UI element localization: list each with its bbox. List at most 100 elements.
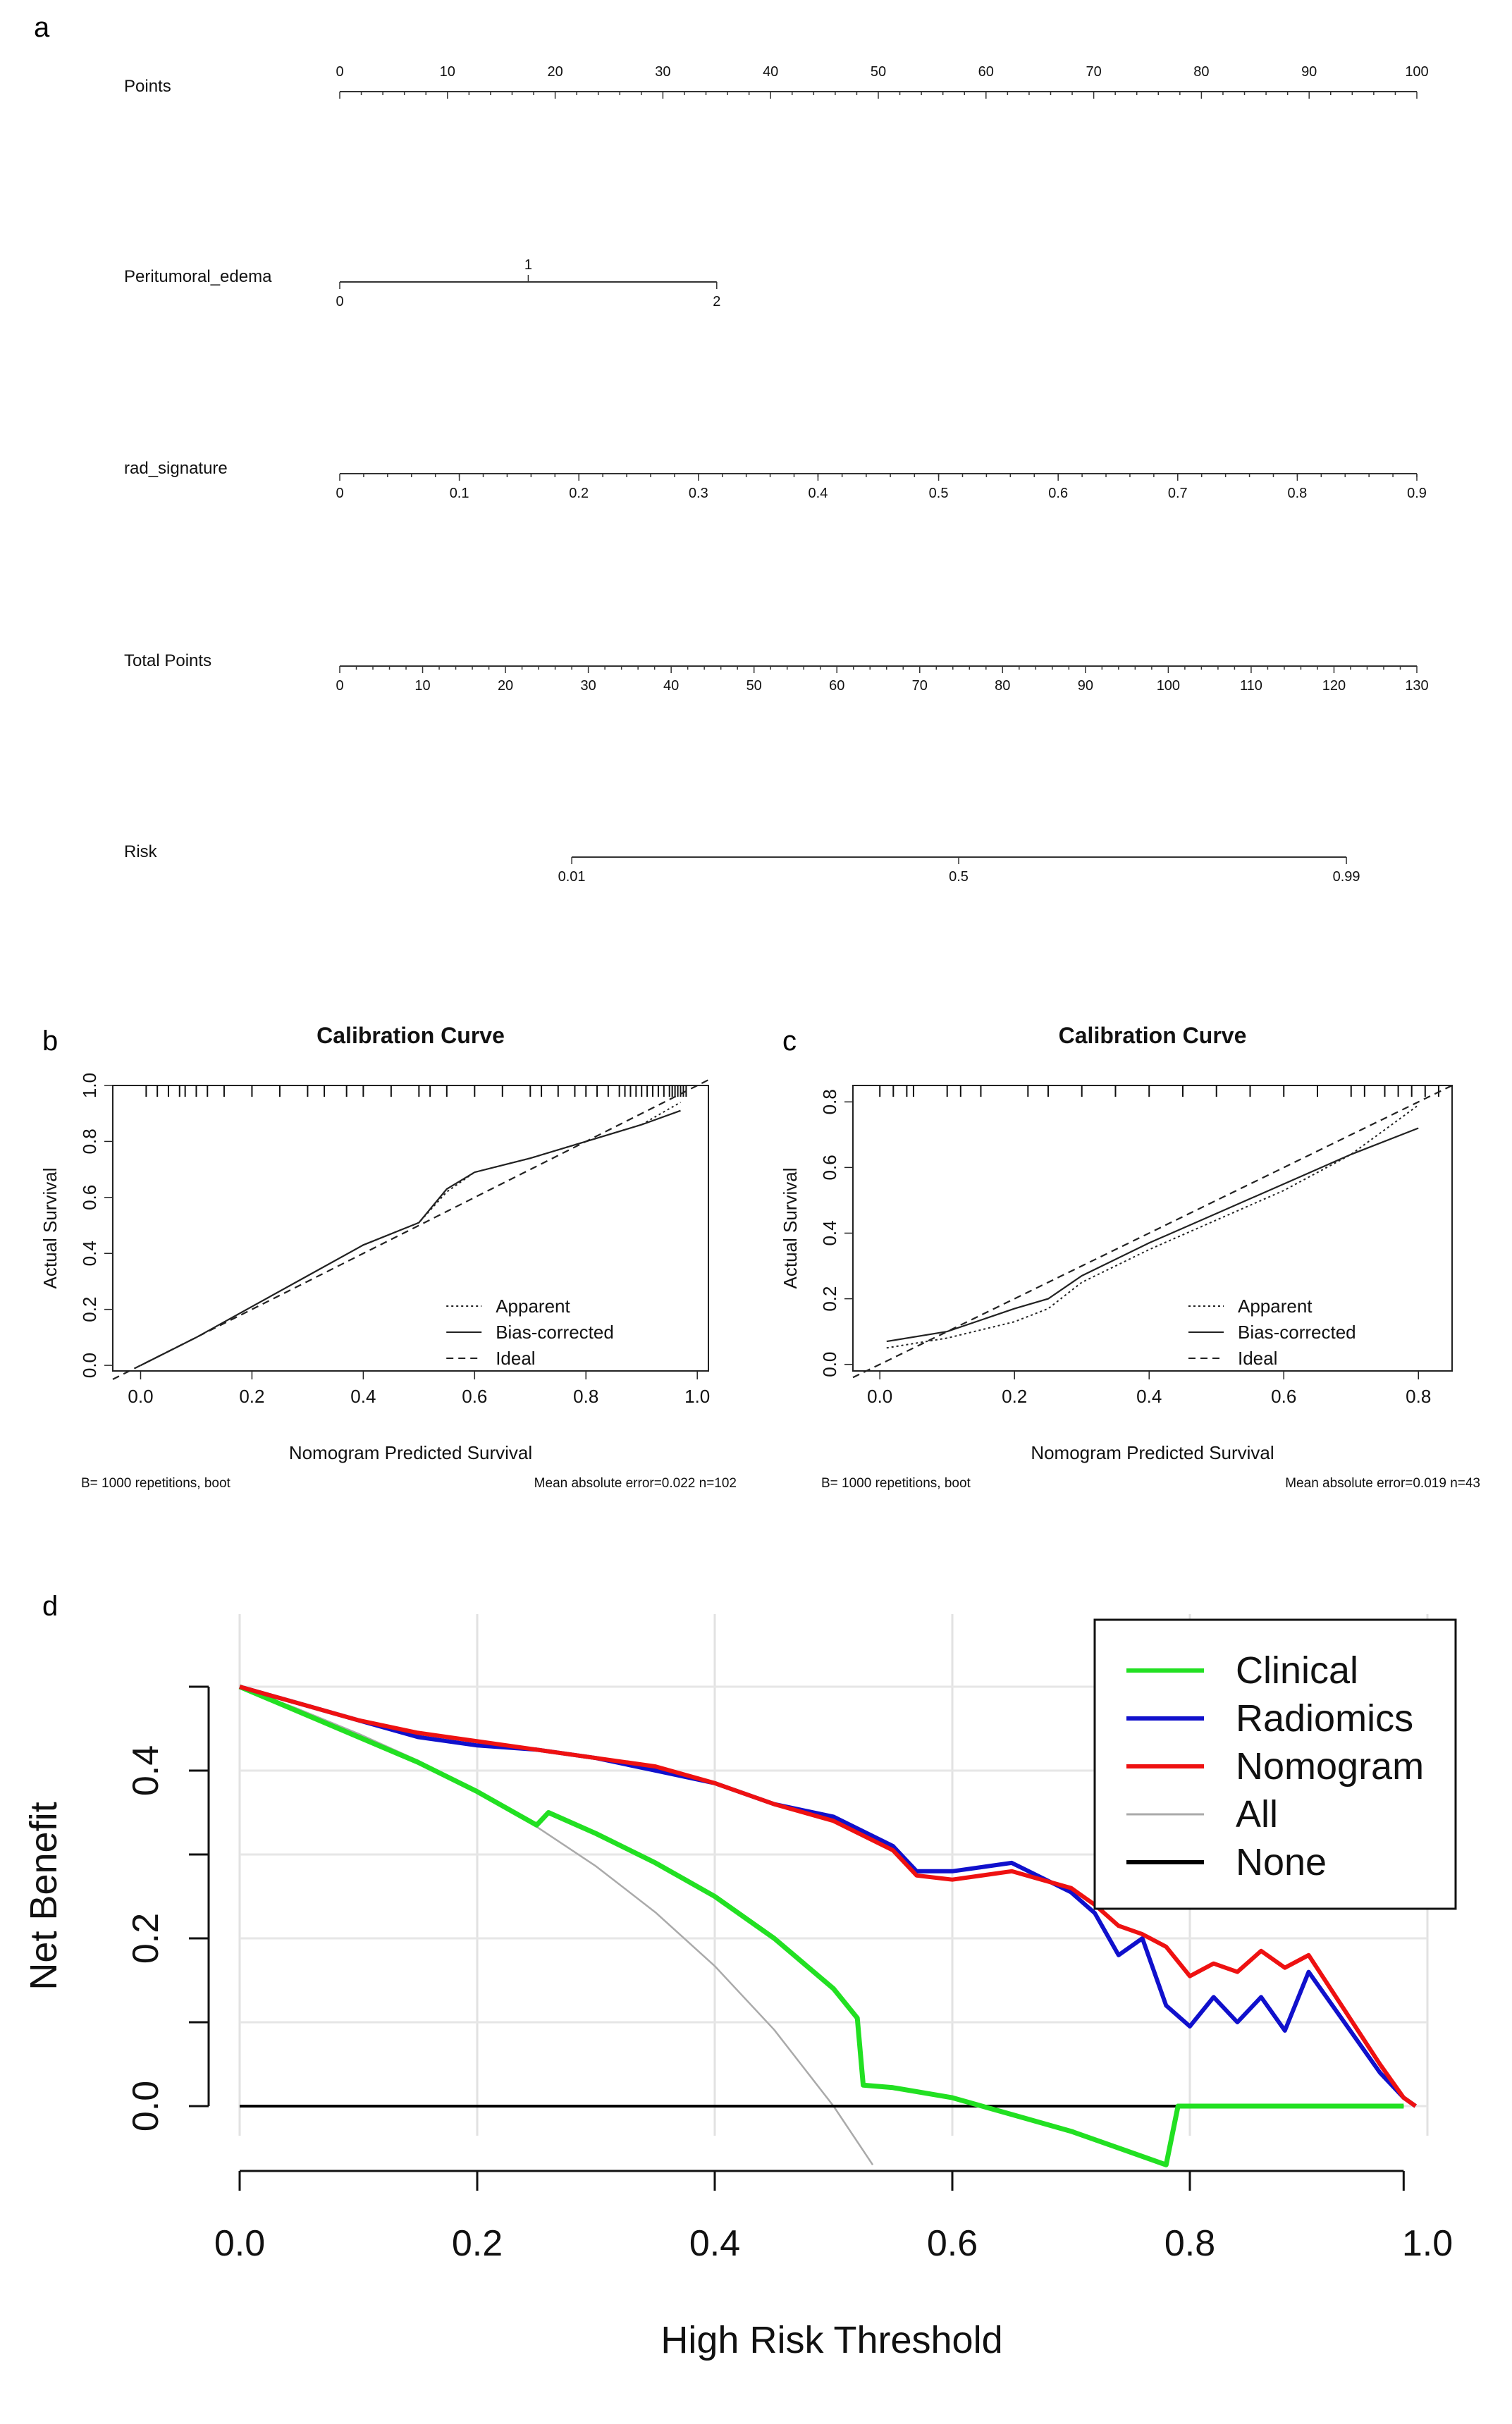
rad-tick-label: 0.9 xyxy=(1407,486,1427,501)
series-line-bias-corrected xyxy=(140,1109,681,1367)
x-tick-label: 0.8 xyxy=(1406,1386,1431,1407)
risk-tick-label: 0.01 xyxy=(558,869,586,885)
plot-frame xyxy=(112,1085,709,1372)
points-tick-label: 70 xyxy=(1086,64,1101,80)
decision-curve-panel: 0.0 0.2 0.4 0.6 0.8 1.0 0.0 0.2 0.4 High Risk Thr… xyxy=(23,1614,1457,2361)
x-tick-label: 0.4 xyxy=(350,1386,376,1407)
edema-tick-label: 0 xyxy=(336,294,343,309)
points-tick-label: 10 xyxy=(440,64,455,80)
nomogram-row-label: Points xyxy=(124,77,171,96)
y-tick-label: 0.0 xyxy=(125,2081,166,2131)
x-tick-label: 0.0 xyxy=(867,1386,892,1407)
y-axis-title: Actual Survival xyxy=(39,1168,61,1289)
points-tick-label: 100 xyxy=(1405,64,1428,80)
x-tick-label: 0.8 xyxy=(573,1386,598,1407)
total-tick-label: 90 xyxy=(1078,678,1093,694)
legend-label: Clinical xyxy=(1236,1649,1358,1692)
total-tick-label: 70 xyxy=(912,678,928,694)
x-tick-label: 0.4 xyxy=(1136,1386,1162,1407)
points-tick-label: 90 xyxy=(1301,64,1317,80)
x-tick-label: 0.8 xyxy=(1164,2223,1215,2264)
y-axis-title: Actual Survival xyxy=(780,1168,801,1289)
y-axis-title: Net Benefit xyxy=(23,1802,65,1990)
points-tick-label: 50 xyxy=(871,64,886,80)
rad-tick-label: 0.3 xyxy=(689,486,708,501)
series-line-all xyxy=(239,1685,874,2165)
nomogram-row-label: Risk xyxy=(124,842,158,861)
total-tick-label: 110 xyxy=(1240,678,1262,694)
series-line-apparent xyxy=(886,1105,1419,1349)
legend-label: Nomogram xyxy=(1236,1745,1424,1788)
points-tick-label: 40 xyxy=(763,64,778,80)
x-tick-label: 0.4 xyxy=(689,2223,740,2264)
x-tick-label: 0.6 xyxy=(1271,1386,1296,1407)
panel-label-a: a xyxy=(34,12,50,43)
y-tick-label: 0.2 xyxy=(819,1286,840,1312)
legend-label: Bias-corrected xyxy=(1238,1322,1356,1343)
points-tick-label: 30 xyxy=(655,64,670,80)
rad-tick-label: 0.7 xyxy=(1168,486,1188,501)
legend-label: Apparent xyxy=(1238,1296,1313,1317)
x-tick-label: 0.2 xyxy=(239,1386,264,1407)
legend-label: None xyxy=(1236,1841,1327,1883)
points-tick-label: 80 xyxy=(1193,64,1209,80)
total-tick-label: 30 xyxy=(580,678,596,694)
y-tick-label: 0.4 xyxy=(819,1220,840,1245)
total-tick-label: 40 xyxy=(663,678,679,694)
rad-tick-label: 0.1 xyxy=(450,486,469,501)
nomogram-row-label: rad_signature xyxy=(124,459,228,478)
y-tick-label: 0.4 xyxy=(125,1745,166,1796)
points-tick-label: 60 xyxy=(978,64,994,80)
legend-label: Radiomics xyxy=(1236,1697,1413,1740)
x-tick-label: 0.6 xyxy=(927,2223,978,2264)
calibration-panel-c: Calibration Curve 0.0 0.2 0.4 0.6 0.8 0.0 0.2 0.… xyxy=(780,1023,1480,1491)
series-line-nomogram xyxy=(239,1685,1417,2108)
risk-tick-label: 0.99 xyxy=(1333,869,1360,885)
y-tick-label: 0.0 xyxy=(79,1353,100,1378)
total-tick-label: 20 xyxy=(498,678,513,694)
panel-label-c: c xyxy=(782,1026,797,1057)
x-axis-title: High Risk Threshold xyxy=(660,2319,1002,2361)
panel-label-b: b xyxy=(42,1026,58,1057)
edema-tick-label: 1 xyxy=(524,257,532,273)
chart-title: Calibration Curve xyxy=(316,1023,505,1048)
rad-tick-label: 0.2 xyxy=(569,486,589,501)
rad-tick-label: 0.6 xyxy=(1048,486,1068,501)
points-tick-label: 0 xyxy=(336,64,343,80)
points-tick-label: 20 xyxy=(547,64,563,80)
footer-left: B= 1000 repetitions, boot xyxy=(81,1476,231,1491)
series-line-ideal xyxy=(112,1079,709,1380)
y-tick-label: 0.0 xyxy=(819,1352,840,1377)
total-tick-label: 60 xyxy=(829,678,844,694)
footer-right: Mean absolute error=0.019 n=43 xyxy=(1285,1476,1480,1491)
y-tick-label: 0.2 xyxy=(125,1913,166,1964)
legend-label: Apparent xyxy=(496,1296,570,1317)
nomogram-row-label: Peritumoral_edema xyxy=(124,267,272,286)
x-tick-label: 0.2 xyxy=(1002,1386,1027,1407)
y-tick-label: 0.8 xyxy=(79,1128,100,1154)
footer-left: B= 1000 repetitions, boot xyxy=(821,1476,971,1491)
total-tick-label: 100 xyxy=(1157,678,1180,694)
rad-tick-label: 0.8 xyxy=(1287,486,1307,501)
x-tick-label: 0.2 xyxy=(452,2223,503,2264)
edema-tick-label: 2 xyxy=(713,294,720,309)
series-line-ideal xyxy=(852,1085,1453,1379)
x-tick-label: 0.0 xyxy=(128,1386,153,1407)
total-tick-label: 50 xyxy=(746,678,762,694)
panel-label-d: d xyxy=(42,1591,58,1622)
legend-label: Bias-corrected xyxy=(496,1322,614,1343)
total-tick-label: 80 xyxy=(995,678,1010,694)
x-tick-label: 0.0 xyxy=(214,2223,265,2264)
x-tick-label: 1.0 xyxy=(684,1386,710,1407)
rad-tick-label: 0 xyxy=(336,486,343,501)
calibration-panel-b: Calibration Curve 0.0 0.2 0.4 0.6 0.8 1.0 0.0 0.… xyxy=(39,1023,737,1491)
legend-label: All xyxy=(1236,1793,1278,1835)
series-line-bias-corrected xyxy=(886,1127,1419,1343)
risk-tick-label: 0.5 xyxy=(949,869,969,885)
total-tick-label: 0 xyxy=(336,678,343,694)
y-tick-label: 0.4 xyxy=(79,1241,100,1266)
legend-label: Ideal xyxy=(1238,1348,1277,1369)
x-tick-label: 1.0 xyxy=(1402,2223,1453,2264)
